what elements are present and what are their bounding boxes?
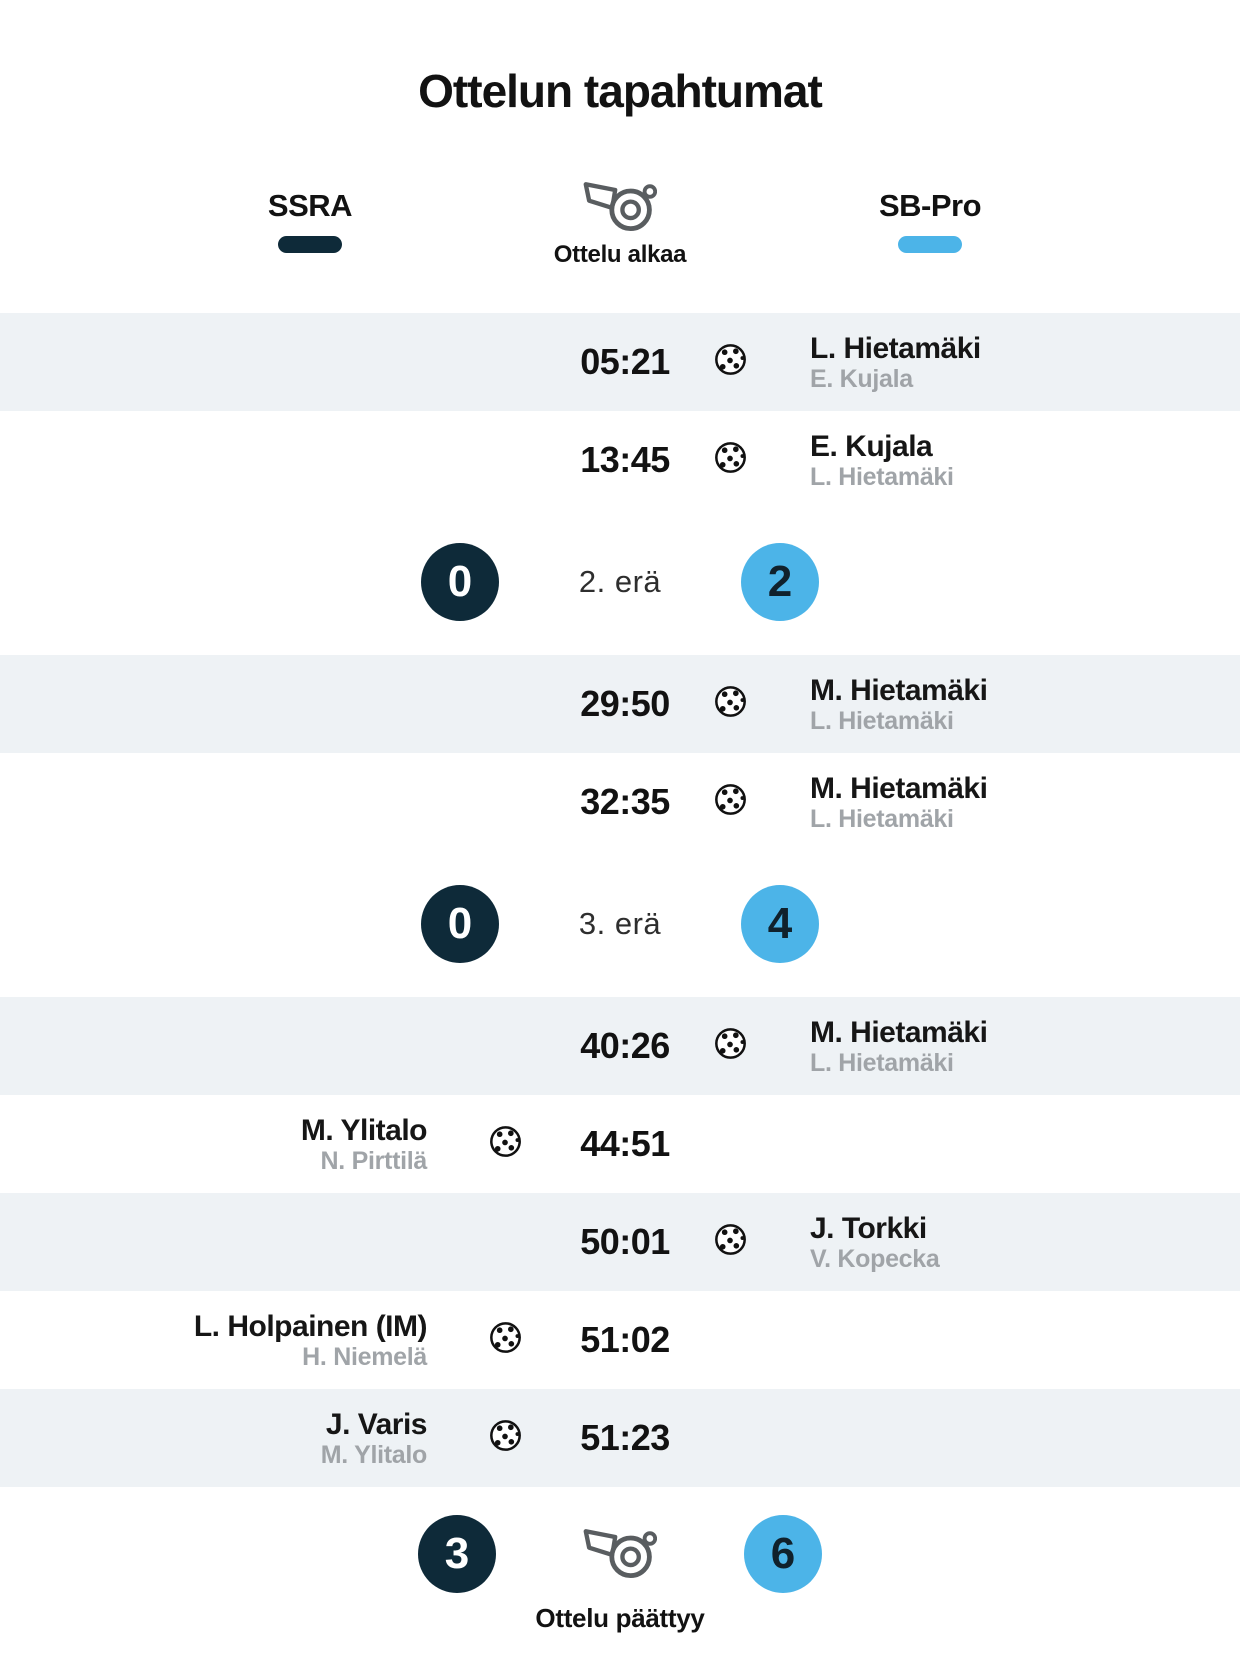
event-row: 13:45 E. Kujala L. Hietamäki: [0, 411, 1240, 509]
event-row: 29:50 M. Hietamäki L. Hietamäki: [0, 655, 1240, 753]
home-score-badge: 0: [421, 885, 499, 963]
period-label: 2. erä: [578, 564, 662, 599]
goal-icon-slot: [714, 1223, 747, 1261]
goal-assist: H. Niemelä: [302, 1342, 427, 1371]
goal-icon-slot: [714, 1027, 747, 1065]
period-score-row: 0 3. erä 4: [0, 851, 1240, 997]
match-start-label: Ottelu alkaa: [553, 241, 687, 268]
period-score-row: 0 2. erä 2: [0, 509, 1240, 655]
event-time: 40:26: [580, 1025, 670, 1066]
event-row: 32:35 M. Hietamäki L. Hietamäki: [0, 753, 1240, 851]
goal-scorer: M. Ylitalo: [300, 1113, 428, 1147]
away-team-color-pill: [898, 236, 962, 253]
goal-assist: E. Kujala: [810, 364, 913, 393]
whistle-icon-slot: [583, 1525, 658, 1584]
title-block: Ottelun tapahtumat: [0, 0, 1240, 158]
goal-icon-slot: [714, 783, 747, 821]
home-score-badge: 0: [421, 543, 499, 621]
event-row: J. Varis M. Ylitalo 51:23: [0, 1389, 1240, 1487]
goal-assist: L. Hietamäki: [810, 1048, 954, 1077]
event-row: 50:01 J. Torkki V. Kopecka: [0, 1193, 1240, 1291]
event-row: M. Ylitalo N. Pirttilä 44:51: [0, 1095, 1240, 1193]
floorball-icon: [714, 784, 746, 815]
away-final-score-badge: 6: [744, 1515, 822, 1593]
event-time: 44:51: [580, 1123, 670, 1164]
final-score-block: 3 6 Ottelu päättyy: [0, 1487, 1240, 1658]
goal-scorer: M. Hietamäki: [810, 771, 988, 805]
floorball-icon: [714, 1224, 746, 1255]
floorball-icon: [714, 344, 746, 375]
goal-icon-slot: [714, 441, 747, 479]
match-end-label: Ottelu päättyy: [535, 1603, 705, 1633]
floorball-icon: [489, 1322, 521, 1353]
goal-assist: L. Hietamäki: [810, 462, 954, 491]
goal-scorer: J. Torkki: [810, 1211, 927, 1245]
away-score-badge: 2: [741, 543, 819, 621]
goal-scorer: L. Hietamäki: [810, 331, 981, 365]
floorball-icon: [714, 686, 746, 717]
match-start-block: Ottelu alkaa: [460, 158, 780, 313]
goal-icon-slot: [489, 1419, 522, 1457]
event-time: 51:02: [580, 1319, 670, 1360]
floorball-icon: [714, 442, 746, 473]
event-row: 05:21 L. Hietamäki E. Kujala: [0, 313, 1240, 411]
event-time: 51:23: [580, 1417, 670, 1458]
event-time: 32:35: [580, 781, 670, 822]
period-label: 3. erä: [578, 906, 662, 941]
goal-icon-slot: [714, 343, 747, 381]
away-score-badge: 4: [741, 885, 819, 963]
home-team-name: SSRA: [267, 188, 353, 223]
match-header: SSRA Ottelu alkaa SB-Pro: [0, 158, 1240, 313]
home-team-color-pill: [278, 236, 342, 253]
goal-assist: L. Hietamäki: [810, 706, 954, 735]
goal-assist: L. Hietamäki: [810, 804, 954, 833]
home-final-score-badge: 3: [418, 1515, 496, 1593]
floorball-icon: [489, 1420, 521, 1451]
goal-scorer: J. Varis: [325, 1407, 428, 1441]
event-time: 13:45: [580, 439, 670, 480]
whistle-icon: [583, 182, 658, 232]
goal-icon-slot: [489, 1125, 522, 1163]
event-row: L. Holpainen (IM) H. Niemelä 51:02: [0, 1291, 1240, 1389]
whistle-icon-slot: [583, 178, 658, 237]
goal-assist: M. Ylitalo: [320, 1440, 428, 1469]
event-time: 50:01: [580, 1221, 670, 1262]
floorball-icon: [714, 1028, 746, 1059]
page-title: Ottelun tapahtumat: [418, 65, 823, 117]
event-time: 29:50: [580, 683, 670, 724]
away-team-block: SB-Pro: [780, 158, 1240, 313]
goal-scorer: L. Holpainen (IM): [193, 1309, 428, 1343]
goal-scorer: E. Kujala: [810, 429, 933, 463]
floorball-icon: [489, 1126, 521, 1157]
goal-scorer: M. Hietamäki: [810, 673, 988, 707]
goal-icon-slot: [714, 685, 747, 723]
whistle-icon: [583, 1528, 658, 1578]
goal-scorer: M. Hietamäki: [810, 1015, 988, 1049]
away-team-name: SB-Pro: [878, 188, 982, 223]
event-row: 40:26 M. Hietamäki L. Hietamäki: [0, 997, 1240, 1095]
goal-icon-slot: [489, 1321, 522, 1359]
home-team-block: SSRA: [0, 158, 460, 313]
goal-assist: N. Pirttilä: [320, 1146, 428, 1175]
event-time: 05:21: [580, 341, 670, 382]
goal-assist: V. Kopecka: [810, 1244, 940, 1273]
